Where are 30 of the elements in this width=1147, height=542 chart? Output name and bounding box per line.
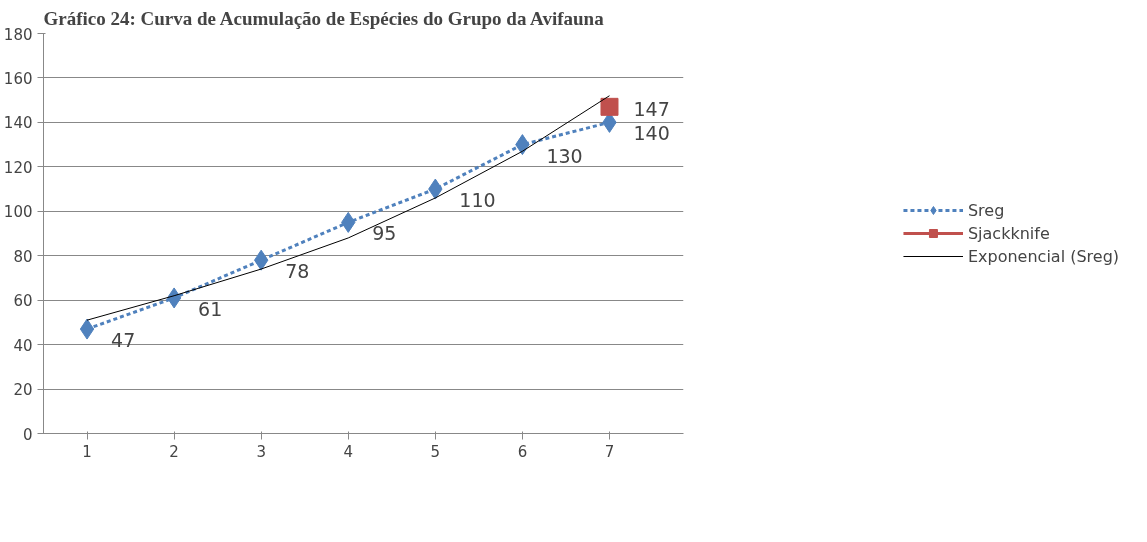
y-tick-label: 160	[3, 69, 33, 88]
y-tick-label: 140	[3, 114, 33, 133]
x-tick-label: 4	[343, 442, 354, 461]
data-label: 140	[633, 122, 670, 145]
data-label: 61	[198, 297, 223, 320]
chart-title: Gráfico 24: Curva de Acumulação de Espécies do Grupo da Avifauna	[43, 7, 605, 29]
data-label: 78	[285, 260, 310, 283]
y-tick-label: 20	[13, 381, 33, 400]
point	[79, 318, 95, 340]
y-tick-label: 40	[13, 336, 33, 355]
x-tick-label: 7	[604, 442, 615, 461]
y-tick-label: 120	[3, 158, 33, 177]
x-tick-label: 1	[82, 442, 92, 461]
x-tick-label: 5	[430, 442, 441, 461]
y-tick-label: 80	[13, 247, 33, 266]
y-tick-label: 180	[3, 25, 33, 44]
x-tick-label: 3	[256, 442, 266, 461]
legend-label: Sjackknife	[967, 223, 1050, 243]
x-tick-label: 6	[517, 442, 528, 461]
legend-label: Sreg	[967, 200, 1005, 220]
data-label: 147	[633, 97, 670, 120]
y-tick-label: 0	[22, 425, 33, 444]
y-tick-label: 60	[13, 292, 33, 311]
data-label: 95	[372, 222, 397, 245]
y-tick-label: 100	[3, 203, 33, 222]
x-tick-label: 2	[169, 442, 179, 461]
data-label: 130	[546, 144, 583, 167]
legend-label: Exponencial (Sreg)	[967, 246, 1120, 266]
data-label: 110	[459, 189, 496, 212]
point	[600, 97, 619, 116]
